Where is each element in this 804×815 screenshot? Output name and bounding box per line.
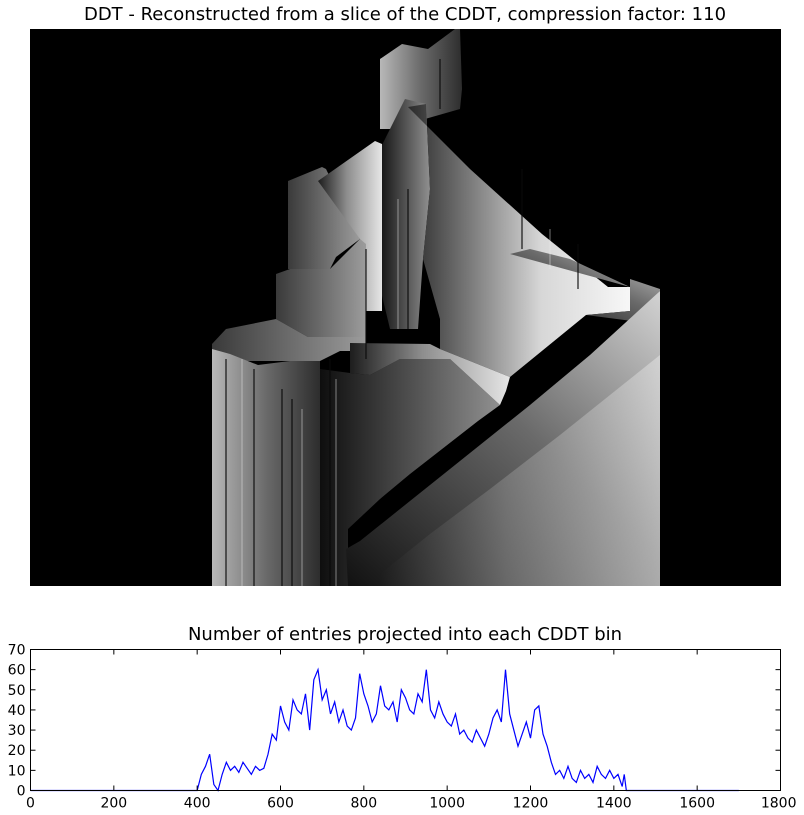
y-tick-label: 60 xyxy=(8,663,26,679)
line-chart-title: Number of entries projected into each CD… xyxy=(187,624,623,645)
entries-line-chart: 0 200 400 600 800 1000 1200 1400 1600 1800 0 10 20 3… xyxy=(8,643,797,812)
x-tick-label: 0 xyxy=(26,796,35,812)
x-tick-label: 1800 xyxy=(761,796,797,812)
y-tick-label: 0 xyxy=(17,784,26,800)
x-tick-label: 1400 xyxy=(596,796,632,812)
series-line-0 xyxy=(30,667,739,792)
x-tick-label: 800 xyxy=(350,796,377,812)
x-tick-label: 400 xyxy=(184,796,211,812)
ddt-heatmap xyxy=(30,29,781,586)
y-tick-label: 20 xyxy=(8,743,26,759)
y-tick-label: 40 xyxy=(8,703,26,719)
x-tick-label: 1000 xyxy=(429,796,465,812)
x-tick-label: 200 xyxy=(100,796,127,812)
heatmap-title: DDT - Reconstructed from a slice of the … xyxy=(83,4,727,25)
x-tick-label: 600 xyxy=(267,796,294,812)
x-tick-label: 1200 xyxy=(513,796,549,812)
y-tick-label: 50 xyxy=(8,683,26,699)
x-tick-label: 1600 xyxy=(679,796,715,812)
y-tick-label: 70 xyxy=(8,643,26,659)
y-tick-label: 10 xyxy=(8,763,26,779)
plot-frame xyxy=(30,649,781,791)
y-tick-label: 30 xyxy=(8,723,26,739)
